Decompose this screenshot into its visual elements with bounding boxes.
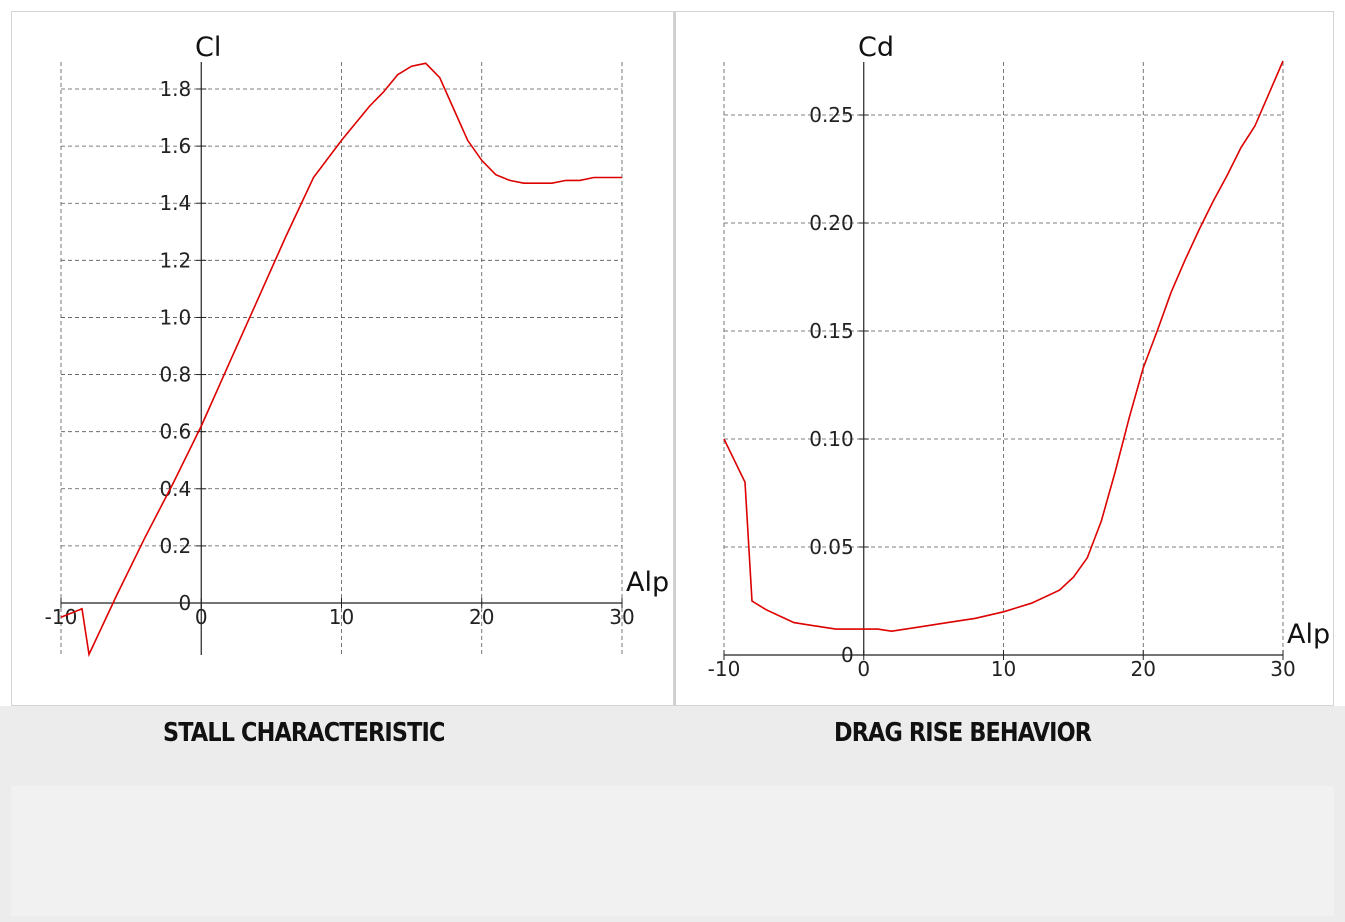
cd-series-line bbox=[723, 60, 1284, 633]
x-tick-label: 0 bbox=[857, 657, 870, 681]
caption-area bbox=[0, 706, 1345, 922]
y-tick-label: 0.20 bbox=[809, 211, 854, 235]
y-tick-label: 1.4 bbox=[159, 191, 191, 215]
y-tick-label: 0.05 bbox=[809, 535, 854, 559]
drag-rise-chart: -10 0 10 20 30 0 0.05 0.10 0.15 0.20 0.25 Cd Alp bbox=[708, 32, 1330, 681]
y-tick-label: 0.15 bbox=[809, 319, 854, 343]
y-tick-label: 0.4 bbox=[159, 477, 191, 501]
y-tick-label: 1.0 bbox=[159, 305, 191, 329]
x-tick-label: 0 bbox=[195, 605, 208, 629]
empty-area bbox=[11, 786, 1334, 916]
drag-chart-panel bbox=[674, 11, 1334, 706]
cl-series-line bbox=[60, 62, 622, 658]
x-tick-label: 10 bbox=[329, 605, 354, 629]
y-tick-label: 0.25 bbox=[809, 103, 854, 127]
y-tick-label: 1.2 bbox=[159, 248, 191, 272]
y-tick-label: 0 bbox=[841, 643, 854, 667]
x-tick-label: 20 bbox=[469, 605, 494, 629]
x-tick-label: -10 bbox=[708, 657, 741, 681]
stall-chart-panel bbox=[11, 11, 674, 706]
y-tick-label: 0.8 bbox=[159, 363, 191, 387]
x-tick-label: 30 bbox=[1270, 657, 1295, 681]
y-tick-label: 1.8 bbox=[159, 77, 191, 101]
y-axis-label-cl: Cl bbox=[195, 32, 221, 63]
drag-chart-caption: DRAG RISE BEHAVIOR bbox=[834, 718, 1092, 748]
x-tick-label: 20 bbox=[1131, 657, 1156, 681]
y-tick-label: 0.10 bbox=[809, 427, 854, 451]
y-tick-label: 0.2 bbox=[159, 534, 191, 558]
y-tick-label: 0 bbox=[179, 591, 192, 615]
x-tick-label: 10 bbox=[991, 657, 1016, 681]
x-axis-label-alp: Alp bbox=[1287, 619, 1330, 650]
x-axis-label-alp: Alp bbox=[626, 567, 669, 598]
stall-chart-caption: STALL CHARACTERISTIC bbox=[163, 718, 445, 748]
y-axis-label-cd: Cd bbox=[858, 32, 894, 63]
y-tick-label: 0.6 bbox=[159, 420, 191, 444]
y-tick-label: 1.6 bbox=[159, 134, 191, 158]
x-tick-label: 30 bbox=[609, 605, 634, 629]
